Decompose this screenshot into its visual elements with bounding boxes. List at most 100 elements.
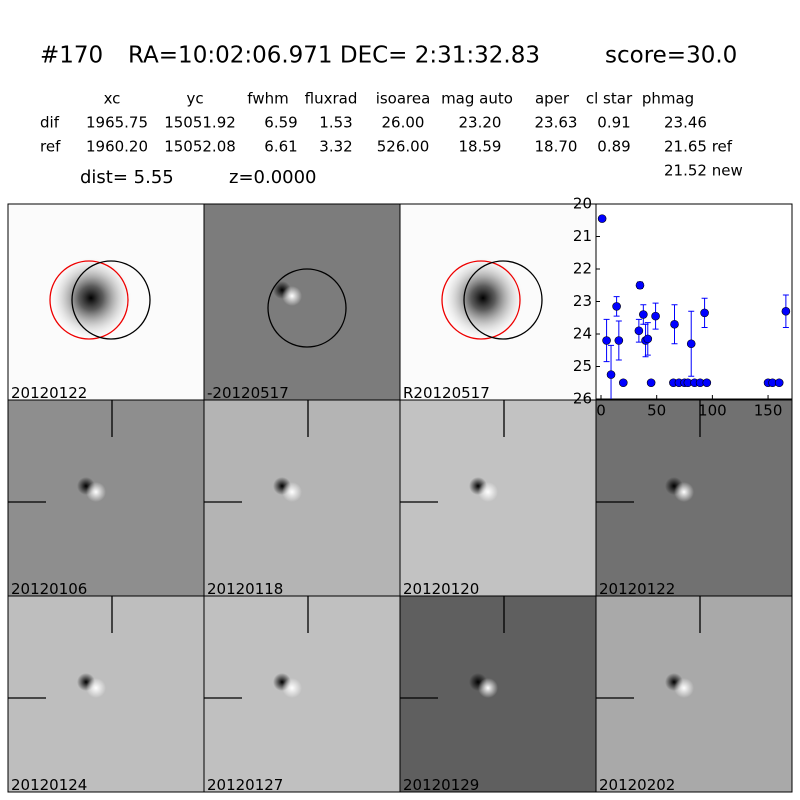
panel-label: 20120122: [599, 580, 675, 598]
panel-label: 20120127: [207, 776, 283, 794]
light-blob: [86, 482, 106, 502]
image-panel: [203, 203, 401, 401]
column-header: fwhm: [247, 90, 288, 108]
y-tick-label: 25: [573, 357, 592, 375]
panel-label: 20120120: [403, 580, 479, 598]
panel-label: 20120118: [207, 580, 283, 598]
panel-label: R20120517: [403, 384, 490, 402]
series: [597, 214, 791, 399]
column-header: aper: [535, 90, 570, 108]
new-circle: [71, 260, 151, 340]
column-header: phmag: [642, 90, 694, 108]
light-blob: [282, 678, 302, 698]
phmag-new: 21.52 new: [664, 162, 743, 180]
y-tick-label: 26: [573, 390, 592, 408]
table-cell: ref: [40, 138, 61, 156]
x-tick-label: 150: [754, 402, 783, 420]
data-point: [651, 311, 660, 321]
redshift: z=0.0000: [229, 167, 317, 188]
data-point: [643, 334, 653, 344]
image-panel: [7, 399, 205, 597]
y-tick-label: 20: [573, 195, 592, 213]
column-header: isoarea: [376, 90, 431, 108]
table-cell: dif: [40, 114, 60, 132]
data-point: [700, 308, 709, 318]
column-header: yc: [186, 90, 203, 108]
light-blob: [282, 482, 302, 502]
column-header: mag auto: [441, 90, 513, 108]
table-cell: 23.46: [664, 114, 707, 132]
x-tick-label: 100: [698, 402, 727, 420]
ref-circle: [49, 260, 129, 340]
column-header: cl star: [586, 90, 633, 108]
data-point: [646, 378, 656, 388]
image-panel: [7, 595, 205, 793]
x-tick-label: 50: [647, 402, 666, 420]
data-point: [618, 378, 628, 388]
data-point: [602, 336, 611, 345]
panel-label: 20120106: [11, 580, 87, 598]
table-cell: 1.53: [319, 114, 352, 132]
data-point: [702, 378, 712, 388]
table-cell: 1960.20: [86, 138, 148, 156]
plot-area: [595, 203, 793, 400]
light-blob: [478, 678, 498, 698]
light-blob: [478, 482, 498, 502]
light-blob: [674, 482, 694, 502]
data-point: [606, 370, 616, 379]
y-tick-label: 21: [573, 227, 592, 245]
table-cell: 18.70: [535, 138, 578, 156]
table-cell: 526.00: [377, 138, 430, 156]
object-id: #170: [40, 43, 103, 69]
table-cell: 1965.75: [86, 114, 148, 132]
image-panel: [595, 399, 793, 597]
column-header: xc: [104, 90, 121, 108]
x-tick-label: 0: [596, 402, 606, 420]
table-cell: 23.20: [459, 114, 502, 132]
light-blob: [674, 678, 694, 698]
data-point: [614, 336, 624, 345]
data-point: [670, 319, 679, 329]
y-tick-label: 24: [573, 325, 592, 343]
table-cell: 21.65 ref: [664, 138, 733, 156]
data-point: [781, 306, 791, 316]
ref-circle: [441, 260, 521, 340]
data-point: [597, 214, 607, 223]
score: score=30.0: [605, 43, 737, 69]
image-panel: [203, 399, 401, 597]
image-panel: [595, 595, 793, 793]
panel-label: -20120517: [207, 384, 289, 402]
panel-label: 20120202: [599, 776, 675, 794]
data-point: [612, 302, 621, 311]
table-cell: 3.32: [319, 138, 352, 156]
source-blob: [51, 258, 131, 338]
column-header: fluxrad: [305, 90, 358, 108]
image-panel: [399, 595, 597, 793]
panel-label: 20120124: [11, 776, 87, 794]
table-cell: 0.91: [597, 114, 630, 132]
table-cell: 15052.08: [164, 138, 236, 156]
table-cell: 6.59: [264, 114, 297, 132]
table-cell: 6.61: [264, 138, 297, 156]
light-blob: [282, 286, 302, 306]
image-panel: [203, 595, 401, 793]
data-point: [634, 326, 644, 336]
image-panel: [399, 399, 597, 597]
light-blob: [86, 678, 106, 698]
table-cell: 15051.92: [164, 114, 236, 132]
data-point: [635, 280, 645, 290]
panel-label: 20120129: [403, 776, 479, 794]
new-circle: [463, 260, 543, 340]
table-cell: 23.63: [535, 114, 578, 132]
distance: dist= 5.55: [80, 167, 174, 188]
new-circle: [267, 268, 347, 348]
data-point: [639, 310, 648, 319]
table-cell: 18.59: [459, 138, 502, 156]
coordinates: RA=10:02:06.971 DEC= 2:31:32.83: [128, 43, 540, 69]
table-cell: 26.00: [382, 114, 425, 132]
data-point: [774, 378, 784, 388]
table-cell: 0.89: [597, 138, 630, 156]
source-blob: [443, 258, 523, 338]
